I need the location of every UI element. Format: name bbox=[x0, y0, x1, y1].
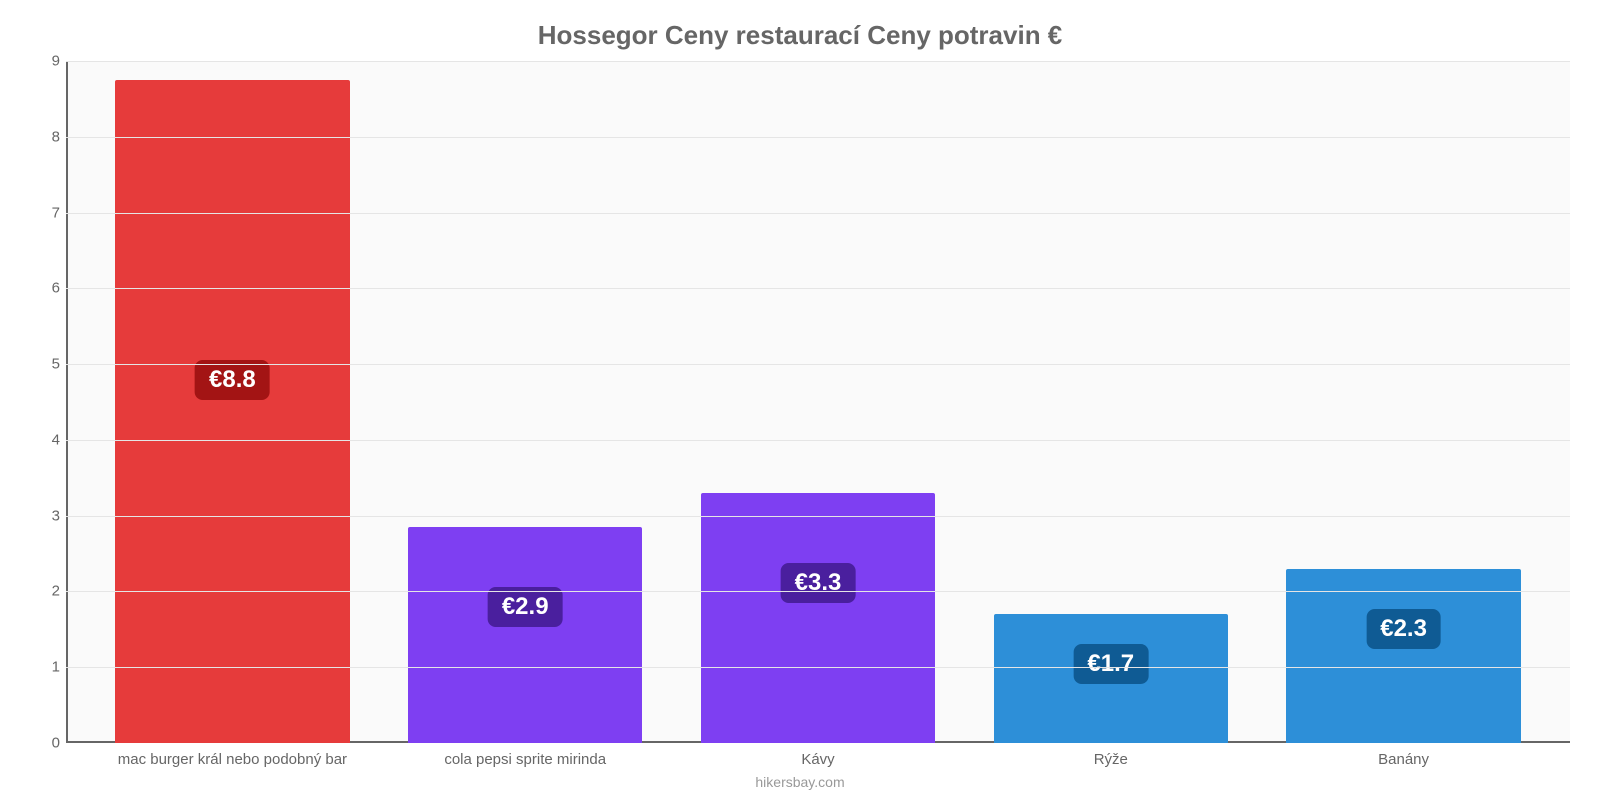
bar-value-badge: €3.3 bbox=[781, 563, 856, 603]
y-tick-label: 9 bbox=[52, 53, 60, 70]
bars-container: €8.8 €2.9 €3.3 €1.7 €2.3 bbox=[66, 61, 1570, 743]
grid-line bbox=[66, 213, 1570, 214]
x-axis-labels-row: mac burger král nebo podobný barcola pep… bbox=[30, 743, 1570, 768]
y-tick-label: 8 bbox=[52, 128, 60, 145]
y-tick-label: 6 bbox=[52, 280, 60, 297]
x-tick-label: Rýže bbox=[964, 743, 1257, 768]
y-tick-label: 0 bbox=[52, 735, 60, 752]
grid-line bbox=[66, 364, 1570, 365]
grid-line bbox=[66, 61, 1570, 62]
chart-footer: hikersbay.com bbox=[755, 774, 844, 790]
y-axis: 0123456789 bbox=[30, 61, 66, 743]
grid-line bbox=[66, 516, 1570, 517]
x-tick-label: mac burger král nebo podobný bar bbox=[86, 743, 379, 768]
chart-title: Hossegor Ceny restaurací Ceny potravin € bbox=[538, 20, 1063, 51]
bar-slot: €2.3 bbox=[1257, 61, 1550, 743]
bar: €1.7 bbox=[994, 614, 1228, 743]
bar: €2.9 bbox=[408, 527, 642, 743]
bar-value-badge: €2.3 bbox=[1366, 609, 1441, 649]
bar-slot: €8.8 bbox=[86, 61, 379, 743]
bar-value-badge: €1.7 bbox=[1073, 644, 1148, 684]
x-tick-label: Kávy bbox=[672, 743, 965, 768]
grid-line bbox=[66, 288, 1570, 289]
bar-value-badge: €2.9 bbox=[488, 587, 563, 627]
grid-line bbox=[66, 137, 1570, 138]
bar-value-badge: €8.8 bbox=[195, 360, 270, 400]
y-tick-label: 1 bbox=[52, 659, 60, 676]
y-tick-label: 7 bbox=[52, 204, 60, 221]
grid-line bbox=[66, 667, 1570, 668]
y-tick-label: 3 bbox=[52, 507, 60, 524]
grid-line bbox=[66, 591, 1570, 592]
y-tick-label: 5 bbox=[52, 356, 60, 373]
y-tick-label: 4 bbox=[52, 431, 60, 448]
bar: €8.8 bbox=[115, 80, 349, 743]
bar-slot: €1.7 bbox=[964, 61, 1257, 743]
x-tick-label: Banány bbox=[1257, 743, 1550, 768]
bar: €2.3 bbox=[1286, 569, 1520, 743]
x-tick-label: cola pepsi sprite mirinda bbox=[379, 743, 672, 768]
bar-slot: €2.9 bbox=[379, 61, 672, 743]
y-tick-label: 2 bbox=[52, 583, 60, 600]
chart-area: 0123456789 €8.8€2.9€3.3€1.7€2.3 bbox=[30, 61, 1570, 743]
bar-slot: €3.3 bbox=[672, 61, 965, 743]
plot-area: €8.8 €2.9 €3.3 €1.7 €2.3 bbox=[66, 61, 1570, 743]
bar: €3.3 bbox=[701, 493, 935, 743]
grid-line bbox=[66, 440, 1570, 441]
